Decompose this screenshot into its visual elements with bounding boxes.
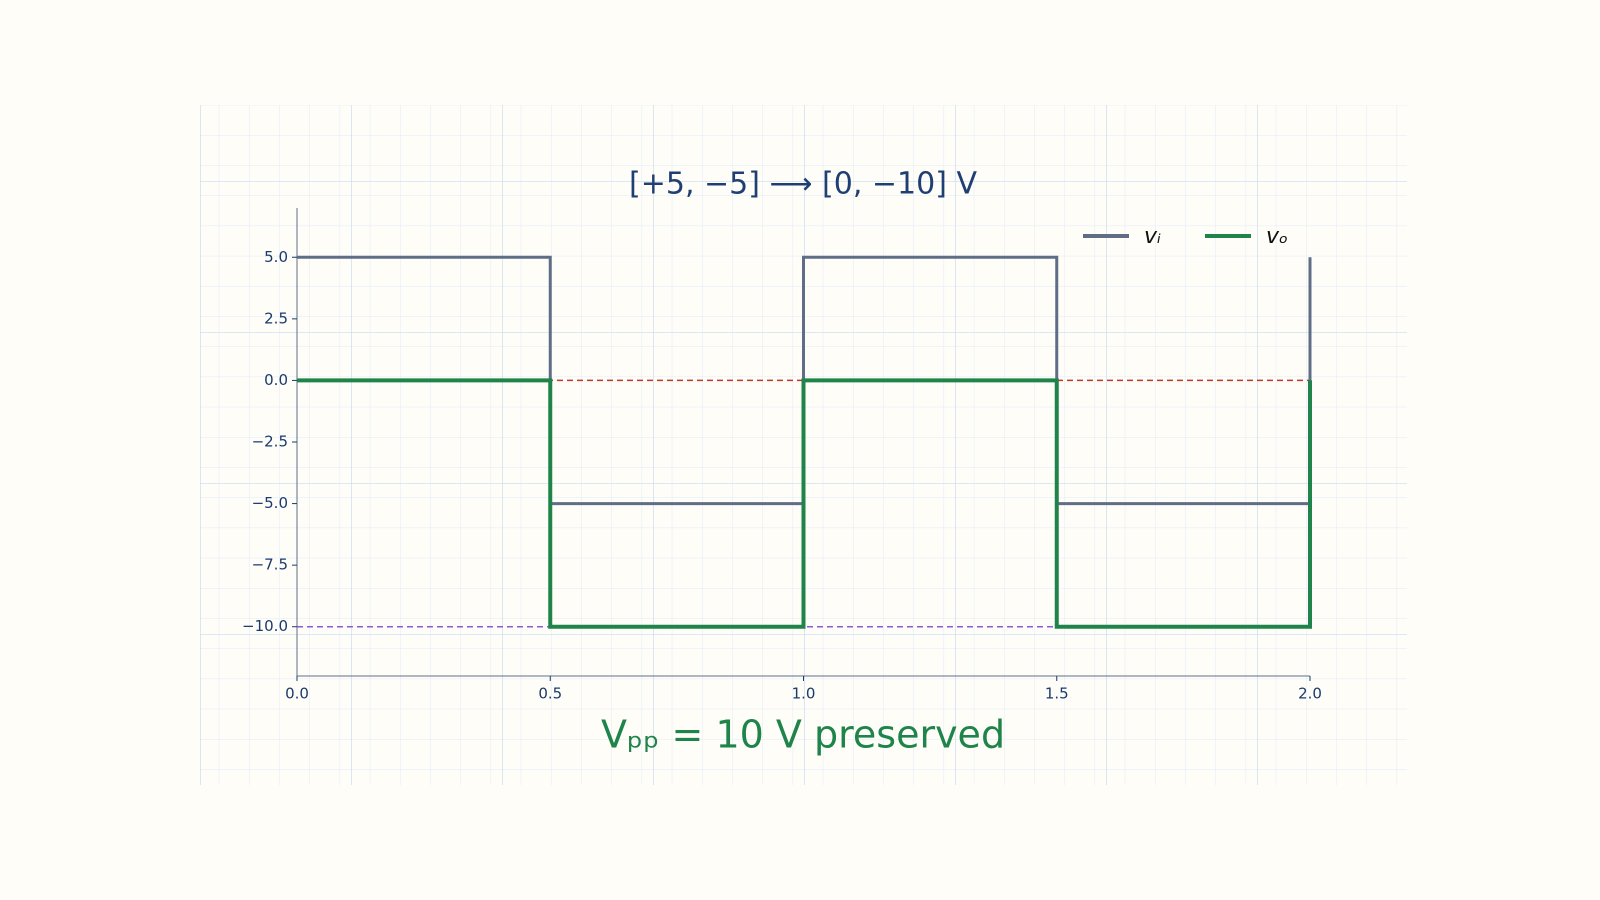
legend-label: vᵢ [1144,224,1161,249]
x-tick-label: 0.5 [538,685,562,703]
x-tick-label: 0.0 [285,685,309,703]
y-tick-label: −7.5 [252,556,288,574]
x-tick-label: 2.0 [1298,685,1322,703]
series-line [297,255,1312,506]
y-tick-label: −5.0 [252,494,288,512]
x-tick-label: 1.0 [792,685,816,703]
y-tick-label: −10.0 [242,617,288,635]
y-tick-label: 5.0 [264,248,288,266]
series-line [297,378,1312,629]
y-tick-label: −2.5 [252,433,288,451]
y-tick-label: 0.0 [264,371,288,389]
y-tick-label: 2.5 [264,309,288,327]
chart-title: [+5, −5] ⟶ [0, −10] V [629,167,977,202]
x-tick-label: 1.5 [1045,685,1069,703]
annotation: Vₚₚ = 10 V preserved [601,713,1005,757]
legend-label: vₒ [1266,224,1288,249]
